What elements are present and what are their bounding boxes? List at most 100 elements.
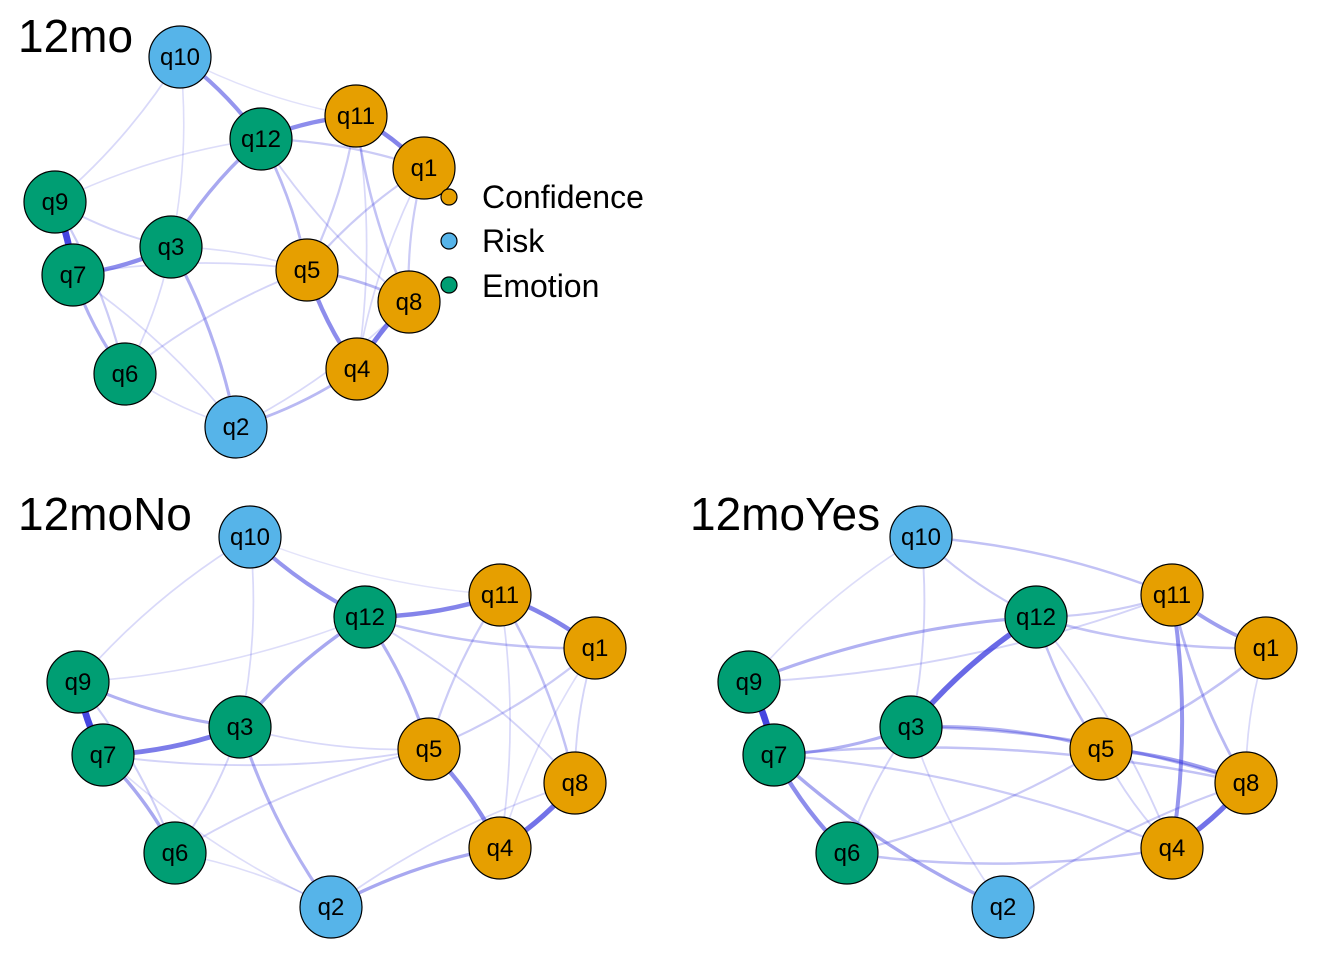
node-circle — [46, 650, 110, 714]
legend-swatch-risk — [440, 232, 458, 250]
node-label: q11 — [1153, 582, 1191, 609]
edge-q2-q8 — [330, 782, 576, 908]
node-circle — [815, 821, 879, 885]
node-circle — [971, 875, 1035, 939]
panel-title: 12moYes — [690, 488, 880, 540]
node-label: q8 — [562, 770, 589, 797]
node-circle — [879, 695, 943, 759]
node-q5: q5 — [275, 238, 339, 302]
node-label: q7 — [90, 742, 117, 769]
node-q3: q3 — [139, 215, 203, 279]
node-q10: q10 — [148, 25, 212, 89]
legend-swatch-emotion — [440, 276, 458, 294]
node-q3: q3 — [879, 695, 943, 759]
edge-q12-q8 — [364, 616, 576, 784]
node-q1: q1 — [392, 136, 456, 200]
legend-label: Emotion — [482, 268, 599, 304]
node-q4: q4 — [1140, 816, 1204, 880]
node-circle — [299, 875, 363, 939]
node-q6: q6 — [143, 821, 207, 885]
node-circle — [333, 585, 397, 649]
node-label: q9 — [65, 669, 92, 696]
node-label: q1 — [411, 155, 438, 182]
node-label: q3 — [227, 714, 254, 741]
legend-swatch-confidence — [440, 188, 458, 206]
edge-q10-q11 — [249, 536, 501, 596]
node-label: q1 — [582, 635, 609, 662]
node-circle — [208, 695, 272, 759]
node-label: q2 — [318, 894, 345, 921]
node-q4: q4 — [325, 337, 389, 401]
node-q9: q9 — [23, 170, 87, 234]
legend-item-emotion: Emotion — [440, 268, 599, 304]
edge-q7-q5 — [102, 748, 430, 767]
node-q3: q3 — [208, 695, 272, 759]
node-label: q5 — [294, 257, 321, 284]
node-circle — [324, 84, 388, 148]
node-circle — [325, 337, 389, 401]
node-q7: q7 — [71, 723, 135, 787]
node-q7: q7 — [41, 243, 105, 307]
node-label: q2 — [990, 894, 1017, 921]
edge-q10-q9 — [748, 536, 922, 683]
node-circle — [71, 723, 135, 787]
node-circle — [543, 751, 607, 815]
edge-q6-q5 — [845, 747, 1103, 855]
node-circle — [742, 723, 806, 787]
node-label: q7 — [60, 262, 87, 289]
node-circle — [143, 821, 207, 885]
legend: Confidence Risk Emotion — [440, 179, 644, 304]
node-q1: q1 — [1234, 616, 1298, 680]
node-label: q2 — [223, 414, 250, 441]
node-q12: q12 — [333, 585, 397, 649]
network-panel-12moYes: q10 q12 q11 q1 q9 q3 q7 q5 q8 q6 q4 q2 12moYes — [690, 488, 1298, 939]
node-label: q5 — [1088, 736, 1115, 763]
node-circle — [468, 563, 532, 627]
edge-q6-q5 — [174, 748, 430, 854]
node-label: q6 — [112, 361, 139, 388]
node-label: q3 — [898, 714, 925, 741]
node-circle — [1234, 616, 1298, 680]
node-q5: q5 — [397, 717, 461, 781]
node-q1: q1 — [563, 616, 627, 680]
node-circle — [1140, 816, 1204, 880]
node-q2: q2 — [204, 395, 268, 459]
node-label: q10 — [230, 524, 270, 551]
node-q11: q11 — [324, 84, 388, 148]
edge-q7-q4 — [772, 753, 1174, 850]
node-circle — [563, 616, 627, 680]
edge-q9-q12 — [747, 615, 1038, 684]
node-q12: q12 — [1004, 585, 1068, 649]
node-label: q7 — [761, 742, 788, 769]
node-q9: q9 — [46, 650, 110, 714]
node-circle — [468, 816, 532, 880]
node-layer: q10 q12 q11 q1 q9 q3 q7 q5 q8 q6 q4 q2 — [23, 25, 456, 459]
node-label: q6 — [162, 840, 189, 867]
node-q6: q6 — [815, 821, 879, 885]
node-circle — [275, 238, 339, 302]
node-label: q4 — [344, 356, 371, 383]
node-layer: q10 q12 q11 q1 q9 q3 q7 q5 q8 q6 q4 q2 — [46, 505, 627, 939]
node-label: q12 — [345, 604, 385, 631]
edge-q7-q8 — [772, 746, 1248, 785]
node-circle — [1214, 751, 1278, 815]
edge-q6-q4 — [845, 846, 1174, 865]
node-label: q11 — [337, 103, 375, 130]
edge-q11-q4 — [499, 594, 511, 849]
network-panel-12moNo: q10 q12 q11 q1 q9 q3 q7 q5 q8 q6 q4 q2 12moNo — [18, 488, 627, 939]
node-label: q3 — [158, 234, 185, 261]
node-label: q10 — [901, 524, 941, 551]
node-label: q12 — [241, 126, 281, 153]
node-circle — [1140, 563, 1204, 627]
panel-title: 12moNo — [18, 488, 192, 540]
panel-title: 12mo — [18, 10, 133, 62]
node-q11: q11 — [468, 563, 532, 627]
node-q9: q9 — [717, 650, 781, 714]
edge-q11-q4 — [355, 115, 368, 370]
node-q10: q10 — [218, 505, 282, 569]
node-label: q4 — [1159, 835, 1186, 862]
node-label: q9 — [42, 189, 69, 216]
node-q10: q10 — [889, 505, 953, 569]
legend-item-risk: Risk — [440, 223, 545, 259]
